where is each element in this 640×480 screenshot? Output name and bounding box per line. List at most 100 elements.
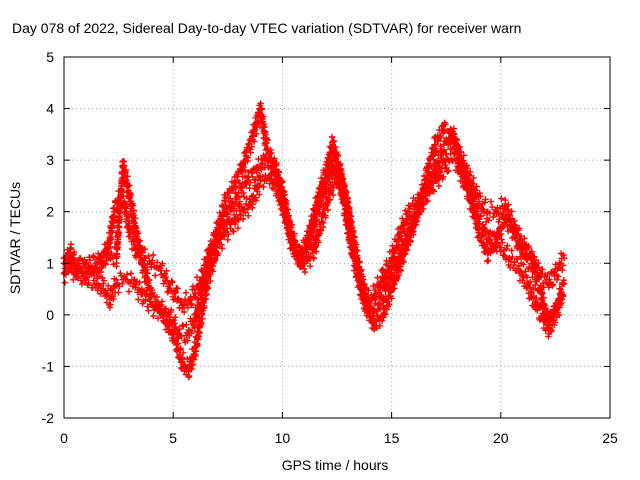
data-point <box>344 203 352 210</box>
data-point <box>231 218 238 226</box>
data-point <box>119 162 127 169</box>
data-point <box>113 254 120 262</box>
data-point <box>183 332 190 339</box>
data-points <box>60 100 568 381</box>
data-point <box>180 301 188 308</box>
data-point <box>78 265 85 272</box>
data-point <box>329 141 336 148</box>
data-point <box>130 280 138 288</box>
data-point <box>139 260 146 267</box>
data-point <box>100 285 107 293</box>
y-tick-label: 2 <box>46 204 54 220</box>
y-axis-title: SDTVAR / TECUs <box>7 182 23 294</box>
data-point <box>493 234 500 241</box>
data-point <box>87 265 94 272</box>
data-point <box>252 167 260 174</box>
data-point <box>388 285 395 293</box>
data-point <box>165 321 173 329</box>
data-point <box>532 301 539 308</box>
data-point <box>198 311 205 319</box>
y-tick-label: 0 <box>46 307 54 323</box>
x-tick-label: 20 <box>493 430 509 446</box>
data-point <box>172 337 179 344</box>
x-tick-label: 15 <box>384 430 400 446</box>
axis-ticks: 0 5 10 15 20 25 -2 -1 0 1 2 3 4 5 <box>42 49 618 446</box>
data-point <box>266 172 273 179</box>
data-point <box>475 198 483 205</box>
series-band-c <box>60 119 568 381</box>
y-tick-label: 5 <box>46 49 54 65</box>
data-point <box>261 156 269 164</box>
data-point <box>384 280 391 288</box>
data-point <box>283 218 290 226</box>
data-point <box>501 213 509 221</box>
data-point <box>497 244 504 252</box>
data-point <box>475 229 483 236</box>
data-point <box>327 187 334 195</box>
data-point <box>106 296 114 303</box>
data-point <box>484 208 491 215</box>
data-point <box>139 291 146 298</box>
data-point <box>257 105 264 112</box>
data-point <box>152 301 159 308</box>
data-point <box>231 182 238 190</box>
data-point <box>93 270 100 277</box>
x-tick-label: 25 <box>602 430 618 446</box>
data-point <box>560 280 568 288</box>
data-point <box>126 193 133 200</box>
x-axis-title: GPS time / hours <box>282 457 389 473</box>
data-point <box>165 280 173 288</box>
plot-frame <box>63 56 611 419</box>
data-point <box>113 280 120 288</box>
grid-lines <box>64 57 610 418</box>
data-point <box>222 198 229 205</box>
data-point <box>244 177 251 184</box>
data-point <box>515 265 522 272</box>
data-point <box>445 156 452 164</box>
data-point <box>257 177 264 184</box>
x-tick-label: 10 <box>275 430 291 446</box>
data-point <box>519 249 526 257</box>
data-point <box>213 244 221 252</box>
data-point <box>174 296 181 303</box>
data-point <box>335 167 343 174</box>
data-point <box>554 265 561 272</box>
data-point <box>458 162 465 169</box>
data-point <box>353 254 360 262</box>
data-point <box>322 177 330 184</box>
y-tick-label: 3 <box>46 152 54 168</box>
data-point <box>185 368 192 375</box>
y-tick-label: -1 <box>42 358 55 374</box>
chart-title: Day 078 of 2022, Sidereal Day-to-day VTE… <box>12 20 521 36</box>
data-point <box>397 229 404 236</box>
data-point <box>370 321 378 329</box>
data-point <box>204 275 212 282</box>
data-point <box>159 311 166 319</box>
data-point <box>248 198 256 205</box>
data-point <box>397 260 404 267</box>
y-tick-label: -2 <box>42 410 55 426</box>
data-point <box>165 311 173 319</box>
data-point <box>301 260 308 267</box>
data-point <box>318 218 325 226</box>
data-point <box>370 291 378 298</box>
data-point <box>436 172 443 179</box>
data-point <box>309 249 317 257</box>
data-point <box>222 229 229 236</box>
y-tick-label: 4 <box>46 101 54 117</box>
x-tick-label: 0 <box>60 430 68 446</box>
data-point <box>148 260 155 267</box>
data-point <box>67 265 74 272</box>
data-point <box>239 162 247 169</box>
data-point <box>314 208 321 215</box>
data-point <box>484 249 491 257</box>
data-point <box>523 280 531 288</box>
data-point <box>156 265 164 272</box>
data-point <box>506 254 513 262</box>
data-point <box>145 285 153 293</box>
data-point <box>69 260 76 267</box>
data-point <box>95 254 103 262</box>
data-point <box>235 193 242 200</box>
data-point <box>493 208 500 215</box>
